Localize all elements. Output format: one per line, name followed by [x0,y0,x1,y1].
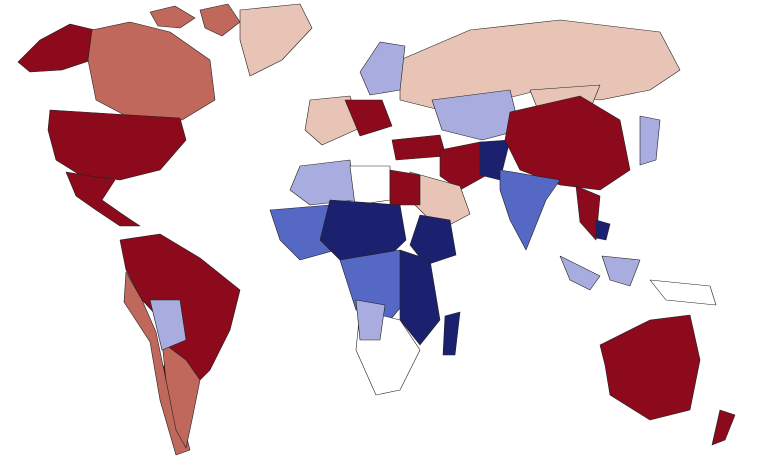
region [595,219,611,241]
region [399,249,441,346]
region [349,165,391,206]
region [599,314,701,421]
region [355,299,386,341]
region [399,19,681,111]
region [87,21,216,121]
region [442,311,461,356]
region [559,255,601,291]
region [601,255,641,287]
region [359,41,406,96]
region [47,109,187,181]
region [409,214,457,266]
region [344,99,393,137]
region [389,169,421,206]
region [161,341,201,449]
region [575,185,601,241]
region [649,279,717,306]
region [504,95,631,191]
region [711,409,736,446]
region [289,159,356,206]
region [239,3,313,77]
region [431,89,521,141]
region [149,299,187,351]
region [65,171,141,227]
region [639,115,661,166]
region [17,23,96,73]
region [391,134,447,161]
region [304,95,361,146]
region [149,5,196,29]
region [499,169,561,251]
region [199,3,241,37]
region [269,204,337,261]
